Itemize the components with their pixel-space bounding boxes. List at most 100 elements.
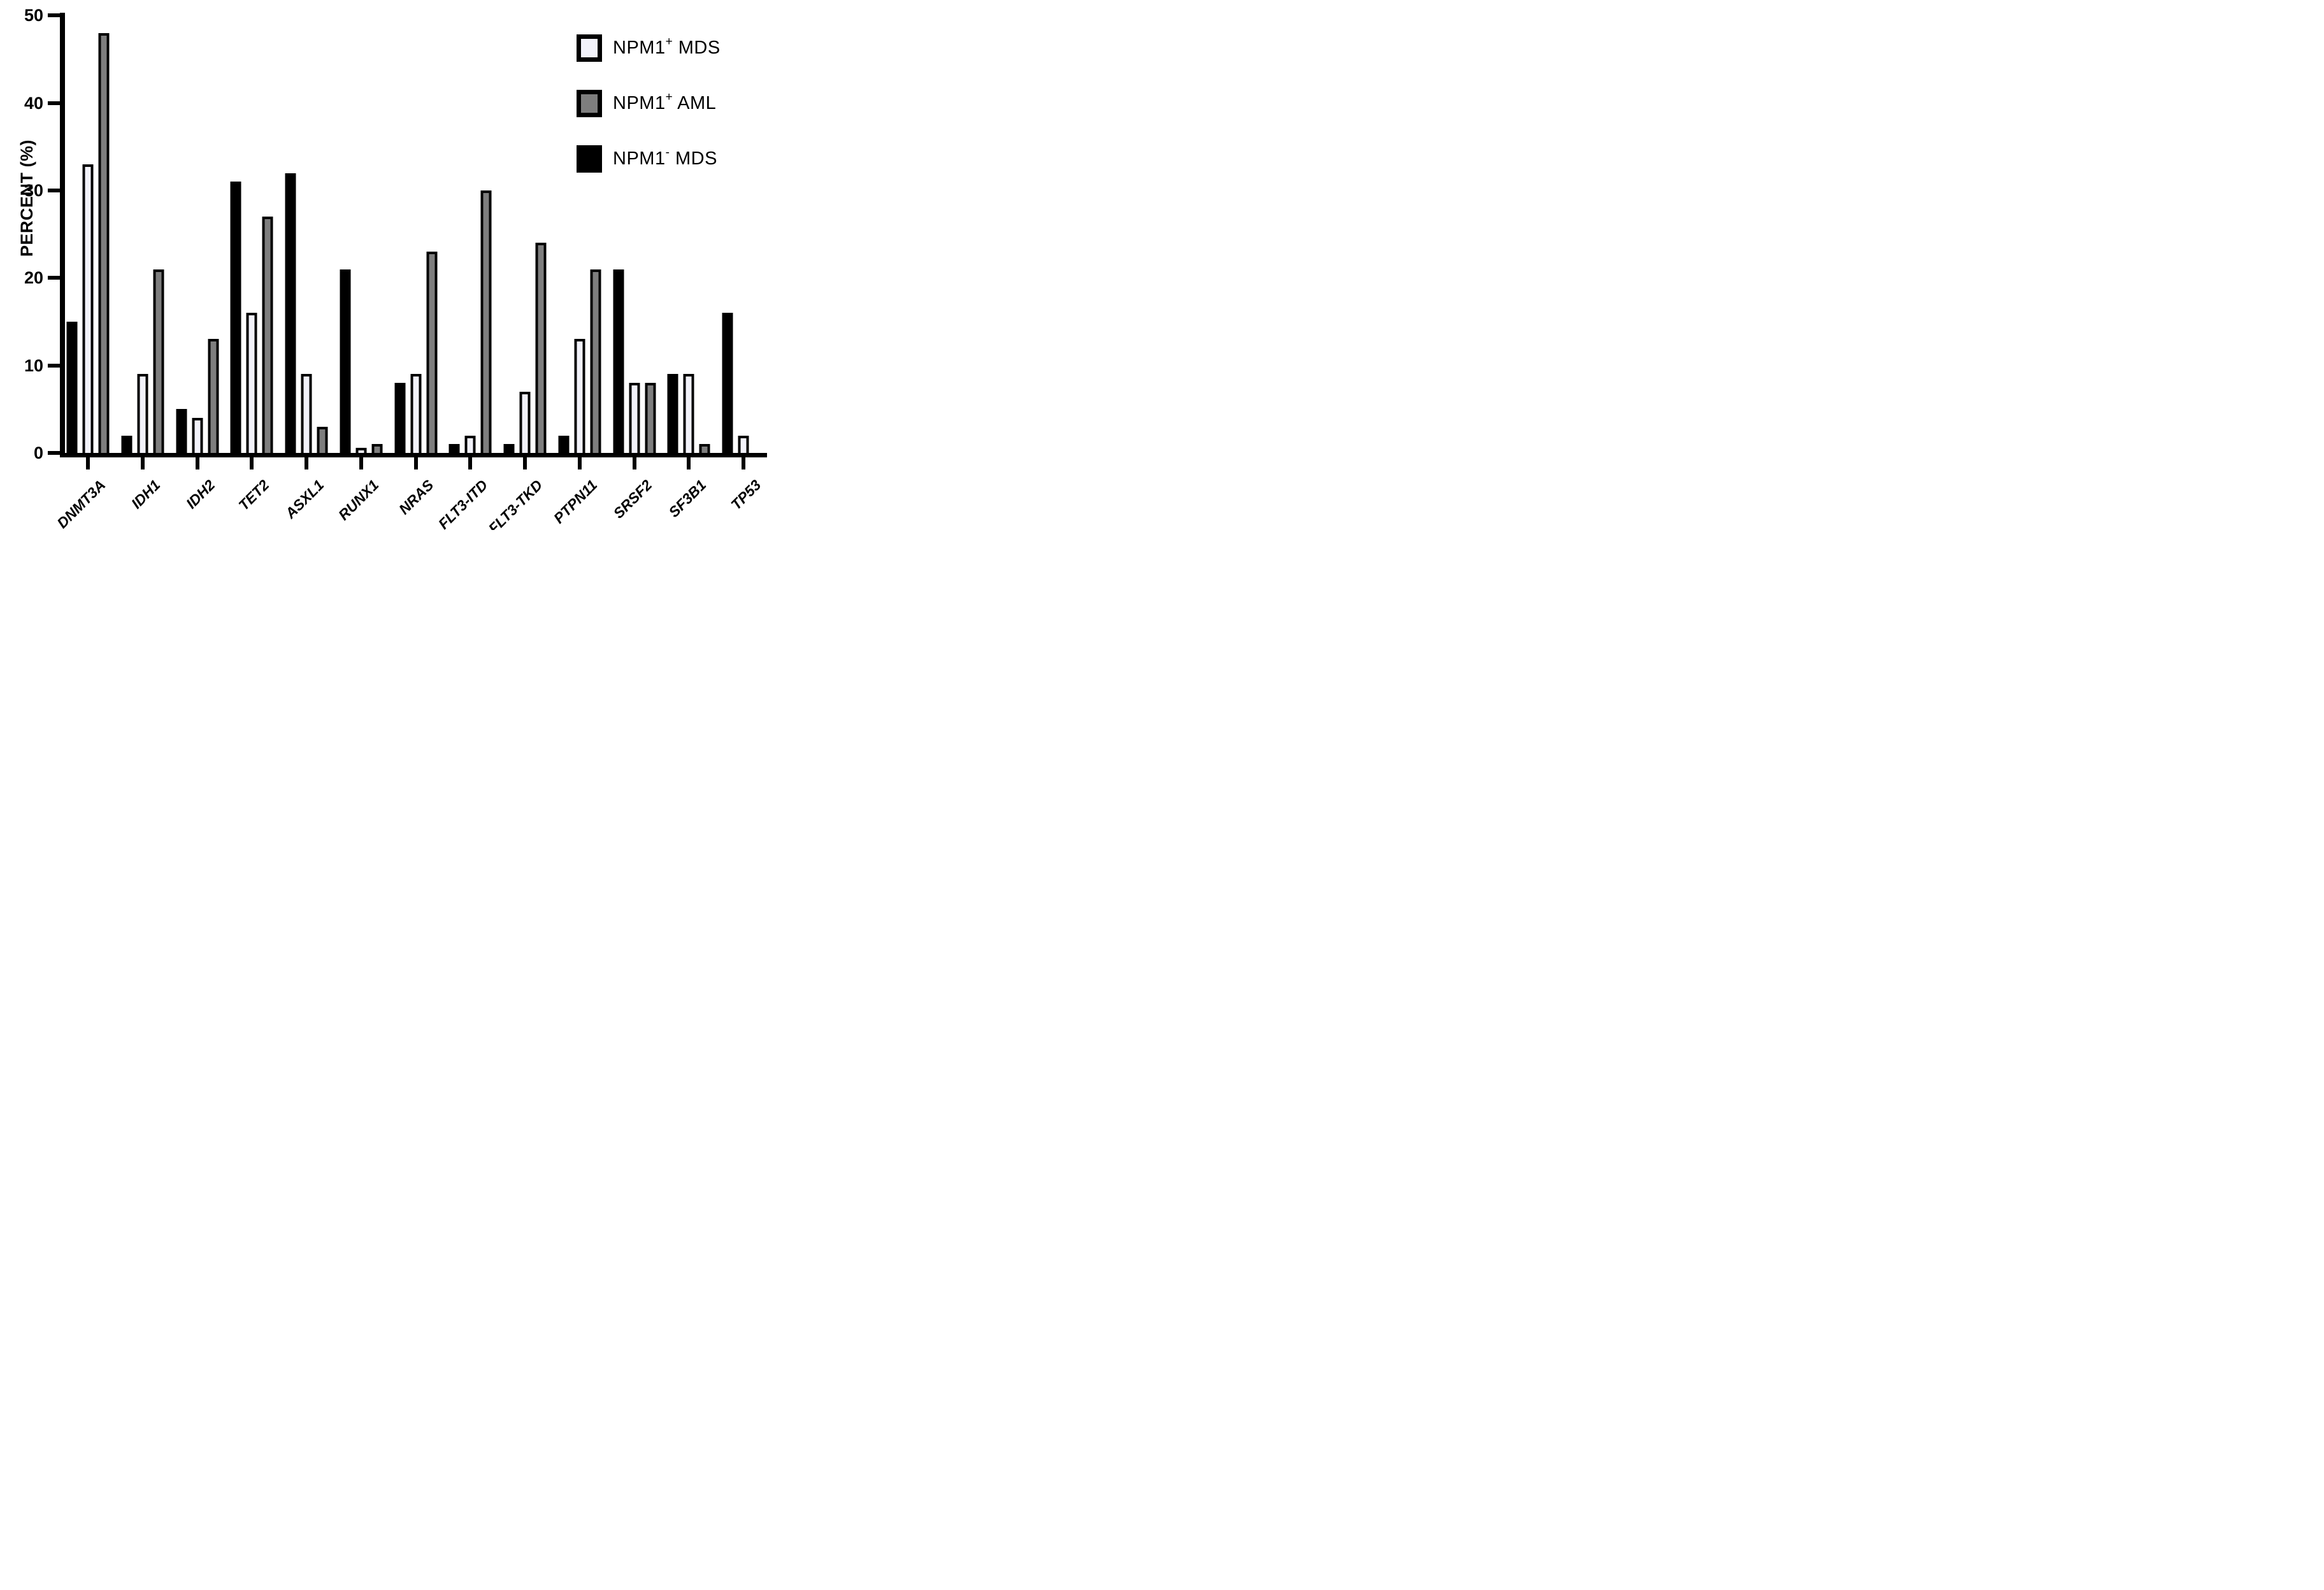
- bar-group-IDH1: [121, 269, 164, 453]
- bar-group-ASXL1: [285, 173, 328, 453]
- bar-TP53-npm1_pos_mds: [738, 436, 749, 453]
- x-axis-label-DNMT3A: DNMT3A: [54, 476, 109, 530]
- legend-label-npm1_pos_aml: NPM1+ AML: [613, 90, 717, 113]
- x-tick: [195, 457, 199, 469]
- x-axis-line: [60, 453, 767, 457]
- bar-ASXL1-npm1_pos_mds: [301, 374, 312, 453]
- bar-group-TET2: [230, 182, 273, 453]
- bar-FLT3-ITD-npm1_pos_aml: [480, 190, 492, 453]
- y-tick: [48, 276, 61, 280]
- bar-NRAS-npm1_pos_mds: [410, 374, 422, 453]
- y-tick-label: 20: [24, 268, 43, 288]
- bar-PTPN11-npm1_pos_aml: [590, 269, 601, 453]
- bar-SRSF2-npm1_pos_aml: [645, 383, 656, 453]
- x-tick: [577, 457, 582, 469]
- y-tick-label: 50: [24, 6, 43, 25]
- bar-group-FLT3-ITD: [448, 190, 492, 453]
- bar-FLT3-ITD-npm1_neg_mds: [448, 444, 460, 453]
- x-axis-label-SF3B1: SF3B1: [665, 476, 710, 521]
- bar-RUNX1-npm1_neg_mds: [340, 269, 351, 453]
- y-tick-label: 40: [24, 93, 43, 113]
- bar-DNMT3A-npm1_neg_mds: [66, 322, 78, 453]
- bar-FLT3-TKD-npm1_pos_mds: [519, 392, 531, 453]
- x-axis-label-TET2: TET2: [235, 476, 273, 514]
- y-tick-label: 0: [33, 443, 43, 462]
- bar-IDH2-npm1_neg_mds: [176, 409, 187, 453]
- bar-group-NRAS: [394, 252, 438, 453]
- bar-FLT3-TKD-npm1_neg_mds: [503, 444, 515, 453]
- legend-swatch-npm1_neg_mds: [577, 145, 602, 173]
- y-tick-label: 10: [24, 355, 43, 375]
- x-tick: [687, 457, 691, 469]
- x-tick: [413, 457, 418, 469]
- bar-group-SRSF2: [613, 269, 656, 453]
- bar-PTPN11-npm1_pos_mds: [574, 339, 585, 453]
- y-tick: [48, 189, 61, 193]
- x-tick: [250, 457, 254, 469]
- bar-SRSF2-npm1_neg_mds: [613, 269, 624, 453]
- legend-label-npm1_pos_mds: NPM1+ MDS: [613, 35, 721, 58]
- bar-SF3B1-npm1_pos_mds: [683, 374, 694, 453]
- x-tick: [140, 457, 145, 469]
- y-tick: [48, 13, 61, 18]
- x-axis-label-TP53: TP53: [728, 476, 764, 513]
- bar-IDH1-npm1_pos_mds: [137, 374, 148, 453]
- bar-NRAS-npm1_neg_mds: [394, 383, 406, 453]
- x-axis-label-PTPN11: PTPN11: [550, 476, 601, 527]
- y-tick: [48, 451, 61, 455]
- bar-NRAS-npm1_pos_aml: [426, 252, 438, 453]
- bar-TET2-npm1_pos_mds: [246, 313, 257, 453]
- bar-TET2-npm1_pos_aml: [262, 217, 273, 453]
- x-axis-label-RUNX1: RUNX1: [334, 476, 382, 524]
- bar-group-SF3B1: [667, 374, 710, 453]
- bar-group-PTPN11: [558, 269, 601, 453]
- legend-label-npm1_neg_mds: NPM1- MDS: [613, 146, 717, 169]
- bar-group-IDH2: [176, 339, 219, 453]
- x-tick: [632, 457, 636, 469]
- bar-SF3B1-npm1_neg_mds: [667, 374, 678, 453]
- x-axis-label-IDH1: IDH1: [127, 476, 164, 512]
- bar-IDH1-npm1_neg_mds: [121, 436, 133, 453]
- x-tick: [742, 457, 746, 469]
- plot-area: PERCENT (%) 0 10 20 30 40 50 DNMT3A IDH1 IDH2 TET…: [0, 0, 775, 530]
- x-axis-label-SRSF2: SRSF2: [610, 476, 656, 522]
- legend-swatch-npm1_pos_mds: [577, 34, 602, 62]
- bar-chart-figure: PERCENT (%) 0 10 20 30 40 50 DNMT3A IDH1 IDH2 TET…: [0, 0, 775, 530]
- x-tick: [468, 457, 473, 469]
- bar-SF3B1-npm1_pos_aml: [699, 444, 710, 453]
- bar-DNMT3A-npm1_pos_aml: [98, 33, 110, 453]
- x-axis-label-ASXL1: ASXL1: [282, 476, 327, 522]
- bar-TET2-npm1_neg_mds: [230, 182, 241, 453]
- bar-IDH2-npm1_pos_aml: [208, 339, 219, 453]
- x-tick: [523, 457, 527, 469]
- bar-IDH2-npm1_pos_mds: [192, 418, 203, 453]
- y-tick: [48, 363, 61, 368]
- x-axis-label-FLT3-ITD: FLT3-ITD: [435, 476, 491, 530]
- x-axis-label-NRAS: NRAS: [395, 476, 436, 518]
- legend-row-npm1_pos_mds: NPM1+ MDS: [577, 34, 721, 62]
- x-tick: [305, 457, 309, 469]
- x-axis-label-IDH2: IDH2: [182, 476, 218, 512]
- bar-SRSF2-npm1_pos_mds: [629, 383, 640, 453]
- bar-ASXL1-npm1_neg_mds: [285, 173, 296, 453]
- bar-group-TP53: [722, 313, 765, 453]
- bar-group-DNMT3A: [66, 33, 110, 453]
- bar-DNMT3A-npm1_pos_mds: [82, 164, 94, 453]
- x-axis-label-FLT3-TKD: FLT3-TKD: [485, 476, 546, 530]
- bar-RUNX1-npm1_pos_aml: [371, 444, 383, 453]
- bar-group-RUNX1: [340, 269, 383, 453]
- bar-FLT3-TKD-npm1_pos_aml: [535, 243, 547, 453]
- bar-ASXL1-npm1_pos_aml: [317, 427, 328, 453]
- legend: NPM1+ MDS NPM1+ AML NPM1- MDS: [577, 34, 721, 201]
- x-tick: [359, 457, 363, 469]
- bar-FLT3-ITD-npm1_pos_mds: [464, 436, 476, 453]
- legend-row-npm1_neg_mds: NPM1- MDS: [577, 145, 721, 173]
- y-tick-label: 30: [24, 181, 43, 201]
- x-tick: [86, 457, 90, 469]
- bar-group-FLT3-TKD: [503, 243, 547, 453]
- bar-RUNX1-npm1_pos_mds: [355, 448, 367, 453]
- bar-TP53-npm1_neg_mds: [722, 313, 733, 453]
- legend-row-npm1_pos_aml: NPM1+ AML: [577, 90, 721, 117]
- y-axis-line: [60, 13, 65, 457]
- legend-swatch-npm1_pos_aml: [577, 90, 602, 117]
